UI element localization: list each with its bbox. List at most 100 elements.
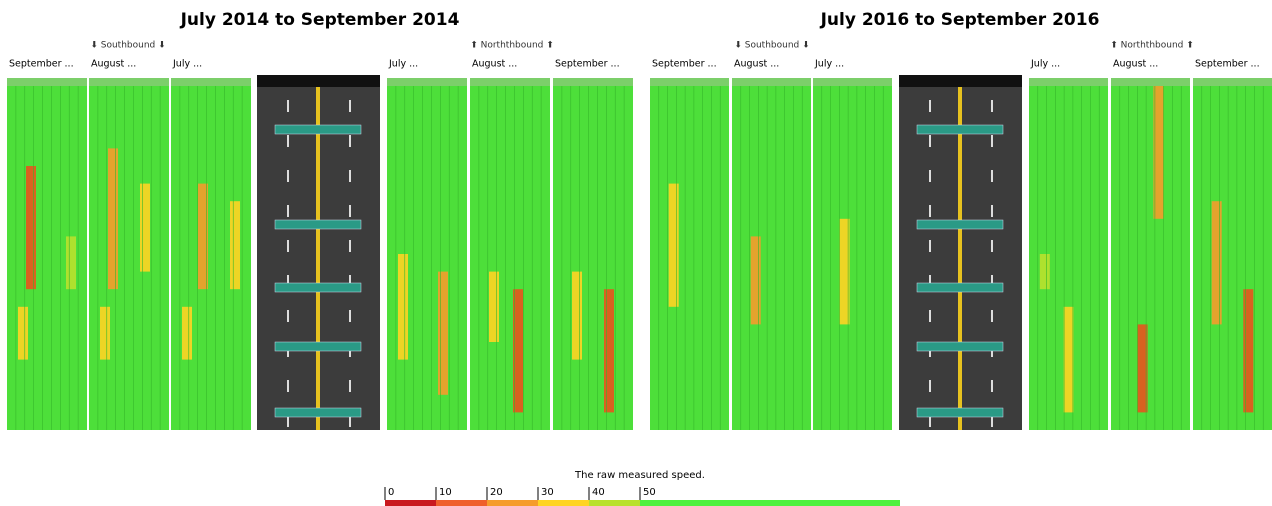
lane-dash: [929, 100, 931, 112]
heatmap-hotspot: [1153, 78, 1164, 219]
lane-dash: [929, 240, 931, 252]
legend-swatch: [589, 500, 640, 506]
heatmap-hotspot: [182, 306, 192, 360]
lane-dash: [287, 170, 289, 182]
heatmap-column: [553, 78, 633, 430]
lane-dash: [929, 275, 931, 287]
lane-dash: [349, 275, 351, 287]
road-sign: [916, 219, 1004, 230]
heatmap-hotspot: [1211, 201, 1222, 325]
heatmap-hotspot: [18, 306, 28, 360]
heatmap-header: [171, 78, 251, 86]
column-label: August ...: [734, 59, 779, 70]
legend-swatch: [538, 500, 589, 506]
lane-dash: [929, 310, 931, 322]
heatmap-column: [1111, 78, 1190, 430]
road-sign: [916, 341, 1004, 352]
heatmap-column: [1193, 78, 1272, 430]
heatmap-hotspot: [750, 236, 761, 325]
lane-dash: [929, 415, 931, 427]
heatmap-hotspot: [398, 254, 408, 360]
column-label: July ...: [388, 59, 418, 70]
heatmap-hotspot: [513, 289, 523, 413]
direction-label: ⬆ Norththbound ⬆: [1110, 41, 1194, 51]
heatmap-hotspot: [108, 148, 118, 290]
legend-title: The raw measured speed.: [574, 470, 705, 481]
heatmap-column: [732, 78, 811, 430]
column-label: September ...: [555, 59, 620, 70]
road-sign: [916, 124, 1004, 135]
direction-label: ⬆ Norththbound ⬆: [470, 41, 554, 51]
column-label: July ...: [814, 59, 844, 70]
column-label: August ...: [472, 59, 517, 70]
direction-label: ⬇ Southbound ⬇: [734, 41, 809, 51]
road-sign: [916, 282, 1004, 293]
column-label: September ...: [9, 59, 74, 70]
legend-swatch: [385, 500, 436, 506]
lane-dash: [991, 380, 993, 392]
heatmap-header: [650, 78, 729, 86]
heatmap-header: [7, 78, 87, 86]
heatmap-header: [732, 78, 811, 86]
column-label: July ...: [1030, 59, 1060, 70]
lane-dash: [929, 380, 931, 392]
lane-dash: [287, 415, 289, 427]
lane-dash: [287, 100, 289, 112]
column-label: August ...: [1113, 59, 1158, 70]
heatmap-hotspot: [66, 236, 76, 290]
heatmap-hotspot: [668, 183, 679, 307]
lane-dash: [929, 135, 931, 147]
column-label: August ...: [91, 59, 136, 70]
road-sign: [274, 124, 362, 135]
heatmap-header: [1111, 78, 1190, 86]
legend-swatch: [436, 500, 487, 506]
heatmap-hotspot: [1039, 254, 1050, 290]
column-label: September ...: [652, 59, 717, 70]
lane-dash: [991, 205, 993, 217]
lane-dash: [349, 380, 351, 392]
road-sign: [916, 407, 1004, 418]
heatmap-column: [813, 78, 892, 430]
lane-dash: [349, 135, 351, 147]
road-sign: [274, 341, 362, 352]
panel-title: July 2016 to September 2016: [820, 10, 1100, 30]
legend-tick-label: 0: [388, 487, 394, 498]
lane-dash: [287, 310, 289, 322]
panel-title: July 2014 to September 2014: [180, 10, 460, 30]
heatmap-hotspot: [438, 271, 448, 395]
lane-dash: [287, 135, 289, 147]
lane-dash: [349, 170, 351, 182]
heatmap-hotspot: [198, 183, 208, 290]
road-header: [899, 75, 1022, 87]
lane-dash: [991, 310, 993, 322]
heatmap-header: [813, 78, 892, 86]
lane-dash: [349, 415, 351, 427]
column-label: September ...: [1195, 59, 1260, 70]
lane-dash: [349, 205, 351, 217]
lane-dash: [287, 380, 289, 392]
lane-dash: [991, 170, 993, 182]
heatmap-header: [1029, 78, 1108, 86]
heatmap-hotspot: [1063, 306, 1074, 413]
lane-dash: [349, 310, 351, 322]
lane-dash: [991, 100, 993, 112]
lane-dash: [991, 240, 993, 252]
road-header: [257, 75, 380, 87]
heatmap-hotspot: [1243, 289, 1254, 413]
lane-dash: [991, 275, 993, 287]
lane-dash: [929, 205, 931, 217]
heatmap-column: [650, 78, 729, 430]
heatmap-hotspot: [230, 201, 240, 290]
legend-tick-label: 20: [490, 487, 503, 498]
legend-tick-label: 40: [592, 487, 605, 498]
legend-swatch: [640, 500, 900, 506]
legend-tick-label: 10: [439, 487, 452, 498]
heatmap-header: [470, 78, 550, 86]
heatmap-hotspot: [489, 271, 499, 342]
heatmap-column: [470, 78, 550, 430]
lane-dash: [349, 100, 351, 112]
heatmap-hotspot: [839, 218, 850, 325]
heatmap-hotspot: [140, 183, 150, 272]
lane-dash: [991, 415, 993, 427]
